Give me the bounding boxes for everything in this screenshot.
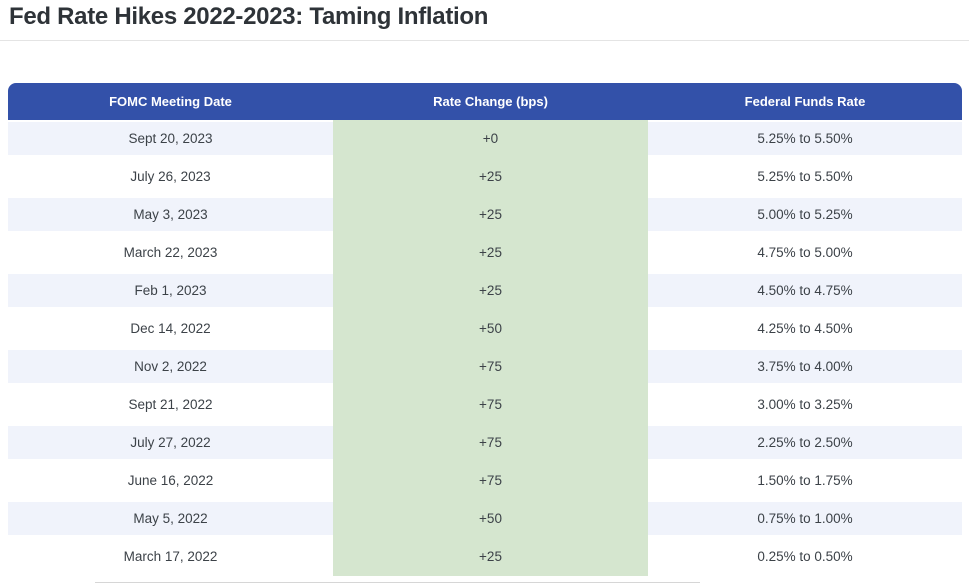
table-row: May 3, 2023 +25 5.00% to 5.25% [8, 196, 962, 234]
funds-rate-cell: 0.25% to 0.50% [757, 549, 853, 564]
funds-rate-cell: 3.75% to 4.00% [648, 348, 962, 386]
table-row: March 17, 2022 +25 0.25% to 0.50% [8, 538, 962, 576]
table-row: Nov 2, 2022 +75 3.75% to 4.00% [8, 348, 962, 386]
funds-rate-cell: 5.00% to 5.25% [648, 196, 962, 234]
rate-change-cell: +0 [333, 120, 648, 158]
table-row: Feb 1, 2023 +25 4.50% to 4.75% [8, 272, 962, 310]
cropped-next-section-edge [95, 582, 700, 583]
table-body: Sept 20, 2023 +0 5.25% to 5.50% July 26,… [8, 120, 962, 576]
funds-rate-cell: 4.25% to 4.50% [757, 321, 853, 336]
rate-change-cell: +25 [333, 158, 648, 196]
funds-rate-cell: 4.75% to 5.00% [757, 245, 853, 260]
fomc-date-cell: July 26, 2023 [130, 169, 211, 184]
funds-rate-cell: 4.50% to 4.75% [648, 272, 962, 310]
table-row: Dec 14, 2022 +50 4.25% to 4.50% [8, 310, 962, 348]
fomc-date-cell: Sept 20, 2023 [8, 120, 333, 158]
table-row: July 26, 2023 +25 5.25% to 5.50% [8, 158, 962, 196]
rate-change-cell: +50 [333, 310, 648, 348]
rate-change-cell: +75 [333, 386, 648, 424]
rate-change-cell: +75 [333, 424, 648, 462]
fed-rate-table-container: FOMC Meeting Date Rate Change (bps) Fede… [8, 83, 962, 576]
title-divider [0, 40, 969, 41]
header-fomc-meeting-date: FOMC Meeting Date [8, 83, 333, 120]
rate-change-cell: +25 [333, 272, 648, 310]
page-title: Fed Rate Hikes 2022-2023: Taming Inflati… [9, 3, 489, 30]
fomc-date-cell: May 3, 2023 [8, 196, 333, 234]
fomc-date-cell: June 16, 2022 [127, 473, 214, 488]
rate-change-cell: +25 [333, 234, 648, 272]
fomc-date-cell: Feb 1, 2023 [8, 272, 333, 310]
table-row: March 22, 2023 +25 4.75% to 5.00% [8, 234, 962, 272]
rate-change-cell: +75 [333, 462, 648, 500]
funds-rate-cell: 1.50% to 1.75% [757, 473, 853, 488]
header-row: FOMC Meeting Date Rate Change (bps) Fede… [8, 83, 962, 120]
fed-rate-table: FOMC Meeting Date Rate Change (bps) Fede… [8, 83, 962, 576]
fomc-date-cell: Sept 21, 2022 [128, 397, 213, 412]
fomc-date-cell: Nov 2, 2022 [8, 348, 333, 386]
table-row: Sept 20, 2023 +0 5.25% to 5.50% [8, 120, 962, 158]
table-header: FOMC Meeting Date Rate Change (bps) Fede… [8, 83, 962, 120]
funds-rate-cell: 5.25% to 5.50% [648, 120, 962, 158]
header-federal-funds-rate: Federal Funds Rate [648, 83, 962, 120]
table-row: July 27, 2022 +75 2.25% to 2.50% [8, 424, 962, 462]
rate-change-cell: +50 [333, 500, 648, 538]
funds-rate-cell: 0.75% to 1.00% [648, 500, 962, 538]
table-row: June 16, 2022 +75 1.50% to 1.75% [8, 462, 962, 500]
funds-rate-cell: 2.25% to 2.50% [648, 424, 962, 462]
fomc-date-cell: Dec 14, 2022 [130, 321, 211, 336]
rate-change-cell: +25 [333, 538, 648, 576]
header-rate-change-bps: Rate Change (bps) [333, 83, 648, 120]
table-row: May 5, 2022 +50 0.75% to 1.00% [8, 500, 962, 538]
rate-change-cell: +75 [333, 348, 648, 386]
rate-change-cell: +25 [333, 196, 648, 234]
fomc-date-cell: July 27, 2022 [8, 424, 333, 462]
fomc-date-cell: March 22, 2023 [123, 245, 218, 260]
fomc-date-cell: March 17, 2022 [123, 549, 218, 564]
funds-rate-cell: 5.25% to 5.50% [757, 169, 853, 184]
table-row: Sept 21, 2022 +75 3.00% to 3.25% [8, 386, 962, 424]
fomc-date-cell: May 5, 2022 [8, 500, 333, 538]
funds-rate-cell: 3.00% to 3.25% [757, 397, 853, 412]
